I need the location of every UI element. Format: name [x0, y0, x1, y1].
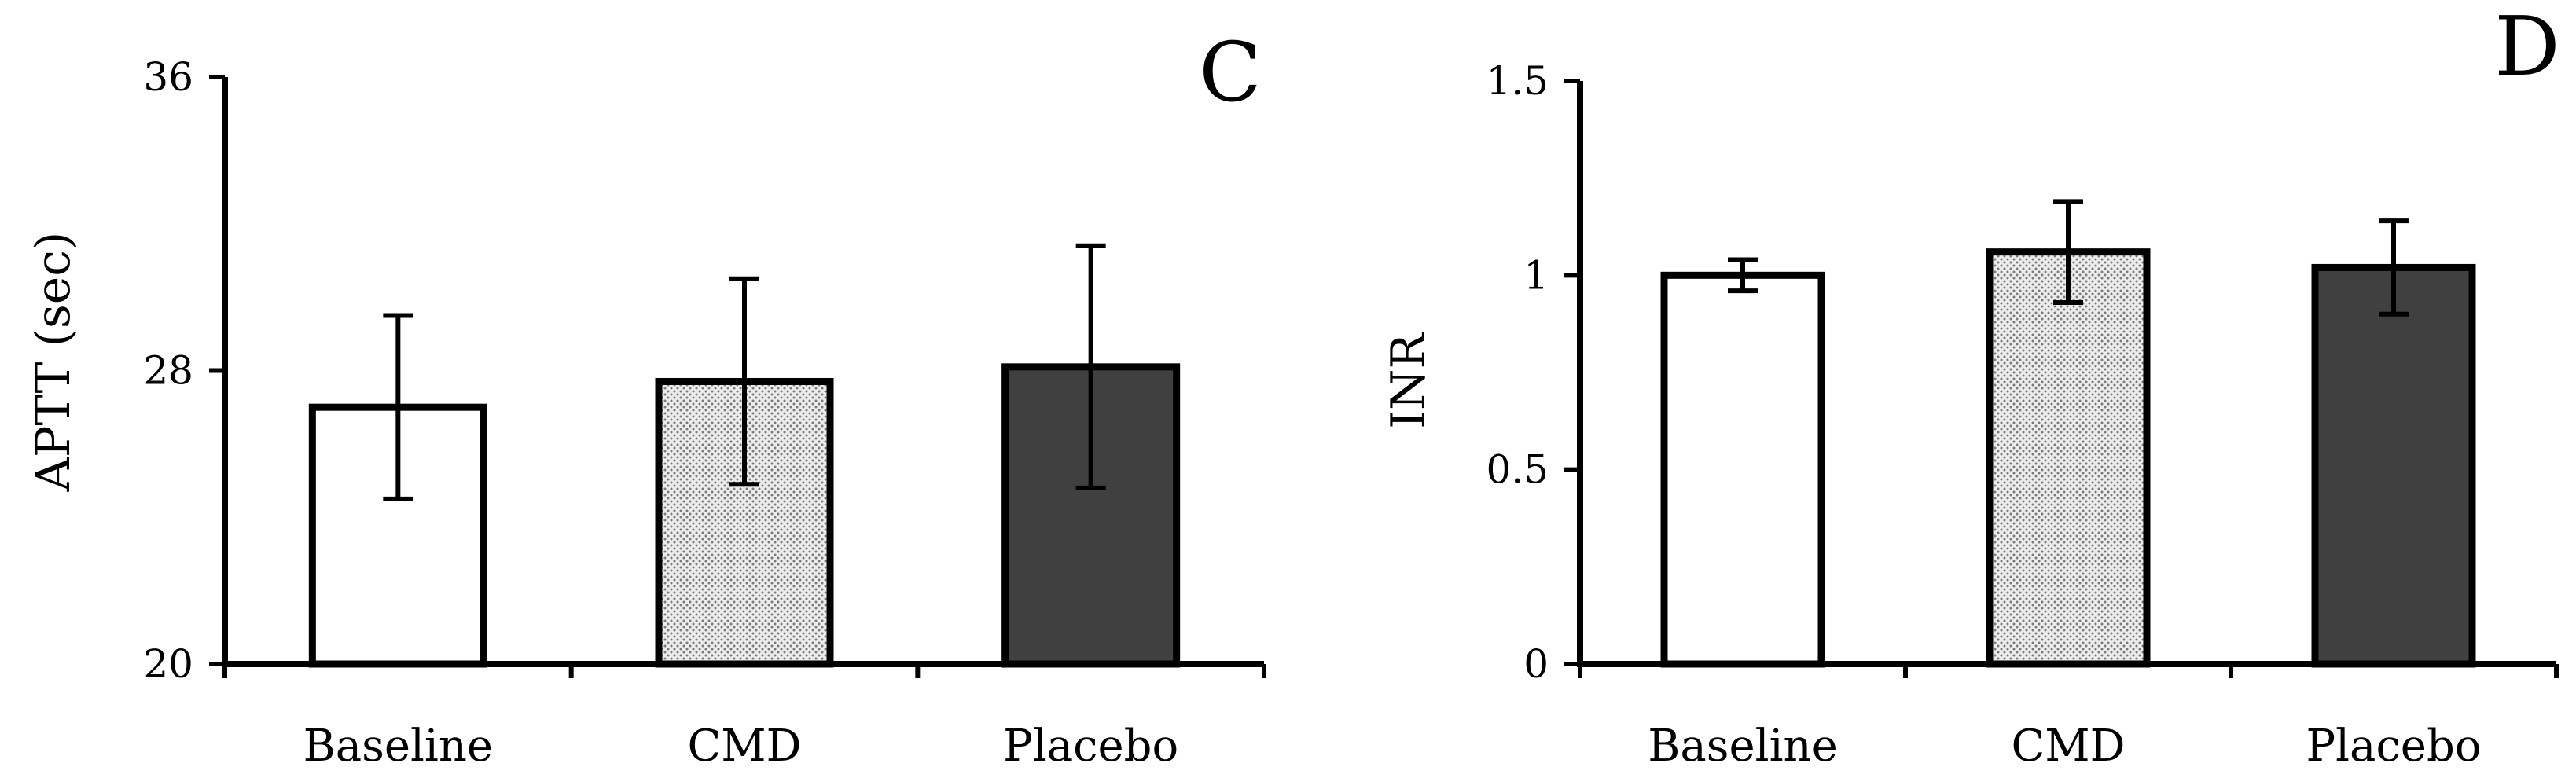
panel-letter: C: [1199, 24, 1262, 120]
bar-baseline: [1660, 271, 1825, 668]
y-tick-label: 1.5: [1486, 58, 1549, 104]
category-labels-group: Baseline CMD Placebo: [303, 721, 1179, 772]
chart-panel-d: 0 0.5 1 1.5 Baseline CMD Placebo INR D: [1381, 0, 2560, 772]
tick-labels-group: 0 0.5 1 1.5: [1486, 58, 1549, 687]
chart-panel-c: 20 28 36 Baseline CMD Placebo APTT (sec) C: [26, 24, 1266, 772]
error-bars-group: [383, 243, 1106, 501]
y-axis-title: APTT (sec): [26, 232, 81, 493]
bar-placebo: [2311, 263, 2476, 668]
y-axis-title: INR: [1381, 332, 1436, 428]
y-tick-label: 0: [1523, 641, 1549, 687]
category-label: Baseline: [1648, 721, 1837, 772]
bars-group: [1660, 248, 2476, 668]
y-tick-label: 0.5: [1486, 447, 1549, 493]
y-tick-label: 1: [1523, 252, 1549, 298]
axes-group: [209, 75, 1266, 678]
category-label: CMD: [2011, 721, 2125, 772]
panel-letter: D: [2494, 0, 2559, 94]
axes-group: [1564, 79, 2559, 678]
tick-labels-group: 20 28 36: [143, 54, 193, 687]
category-label: Baseline: [303, 721, 493, 772]
error-bars-group: [1728, 199, 2409, 317]
category-labels-group: Baseline CMD Placebo: [1648, 721, 2481, 772]
category-label: Placebo: [1003, 721, 1178, 772]
category-label: CMD: [687, 721, 801, 772]
y-tick-label: 28: [143, 348, 193, 394]
y-tick-label: 36: [143, 54, 193, 100]
bar-cmd: [1986, 248, 2151, 668]
y-tick-label: 20: [143, 641, 193, 687]
category-label: Placebo: [2306, 721, 2481, 772]
